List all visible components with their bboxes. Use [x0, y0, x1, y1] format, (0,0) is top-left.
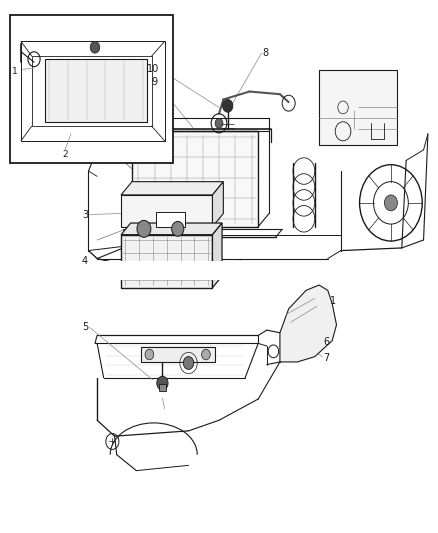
Circle shape	[90, 42, 100, 53]
Text: 7: 7	[323, 353, 330, 362]
Bar	[159, 384, 166, 391]
Circle shape	[157, 376, 168, 390]
Text: 1: 1	[12, 67, 18, 76]
Circle shape	[223, 100, 233, 112]
Text: 2: 2	[62, 150, 68, 159]
Bar	[1, 261, 437, 280]
Circle shape	[158, 118, 167, 128]
Circle shape	[172, 221, 184, 236]
Circle shape	[137, 220, 151, 237]
Polygon shape	[121, 182, 223, 195]
Polygon shape	[121, 223, 222, 235]
Circle shape	[145, 349, 154, 360]
Text: 3: 3	[82, 209, 88, 220]
Circle shape	[215, 118, 223, 128]
Bar	[121, 235, 212, 288]
Polygon shape	[212, 182, 223, 227]
Text: 10: 10	[147, 64, 159, 74]
Bar	[10, 14, 173, 163]
Text: 1: 1	[330, 296, 336, 306]
Circle shape	[184, 357, 194, 369]
Circle shape	[201, 349, 210, 360]
Polygon shape	[212, 223, 222, 288]
Bar	[45, 59, 147, 122]
Bar	[132, 131, 258, 227]
Bar	[156, 213, 185, 227]
Bar	[319, 70, 397, 144]
Text: 9: 9	[152, 77, 158, 87]
Bar	[141, 347, 215, 362]
Circle shape	[385, 195, 397, 211]
Text: 5: 5	[82, 322, 88, 333]
Text: 6: 6	[323, 337, 329, 347]
Text: 4: 4	[82, 256, 88, 266]
Bar	[121, 195, 212, 227]
Polygon shape	[280, 285, 336, 362]
Text: 8: 8	[262, 48, 268, 58]
